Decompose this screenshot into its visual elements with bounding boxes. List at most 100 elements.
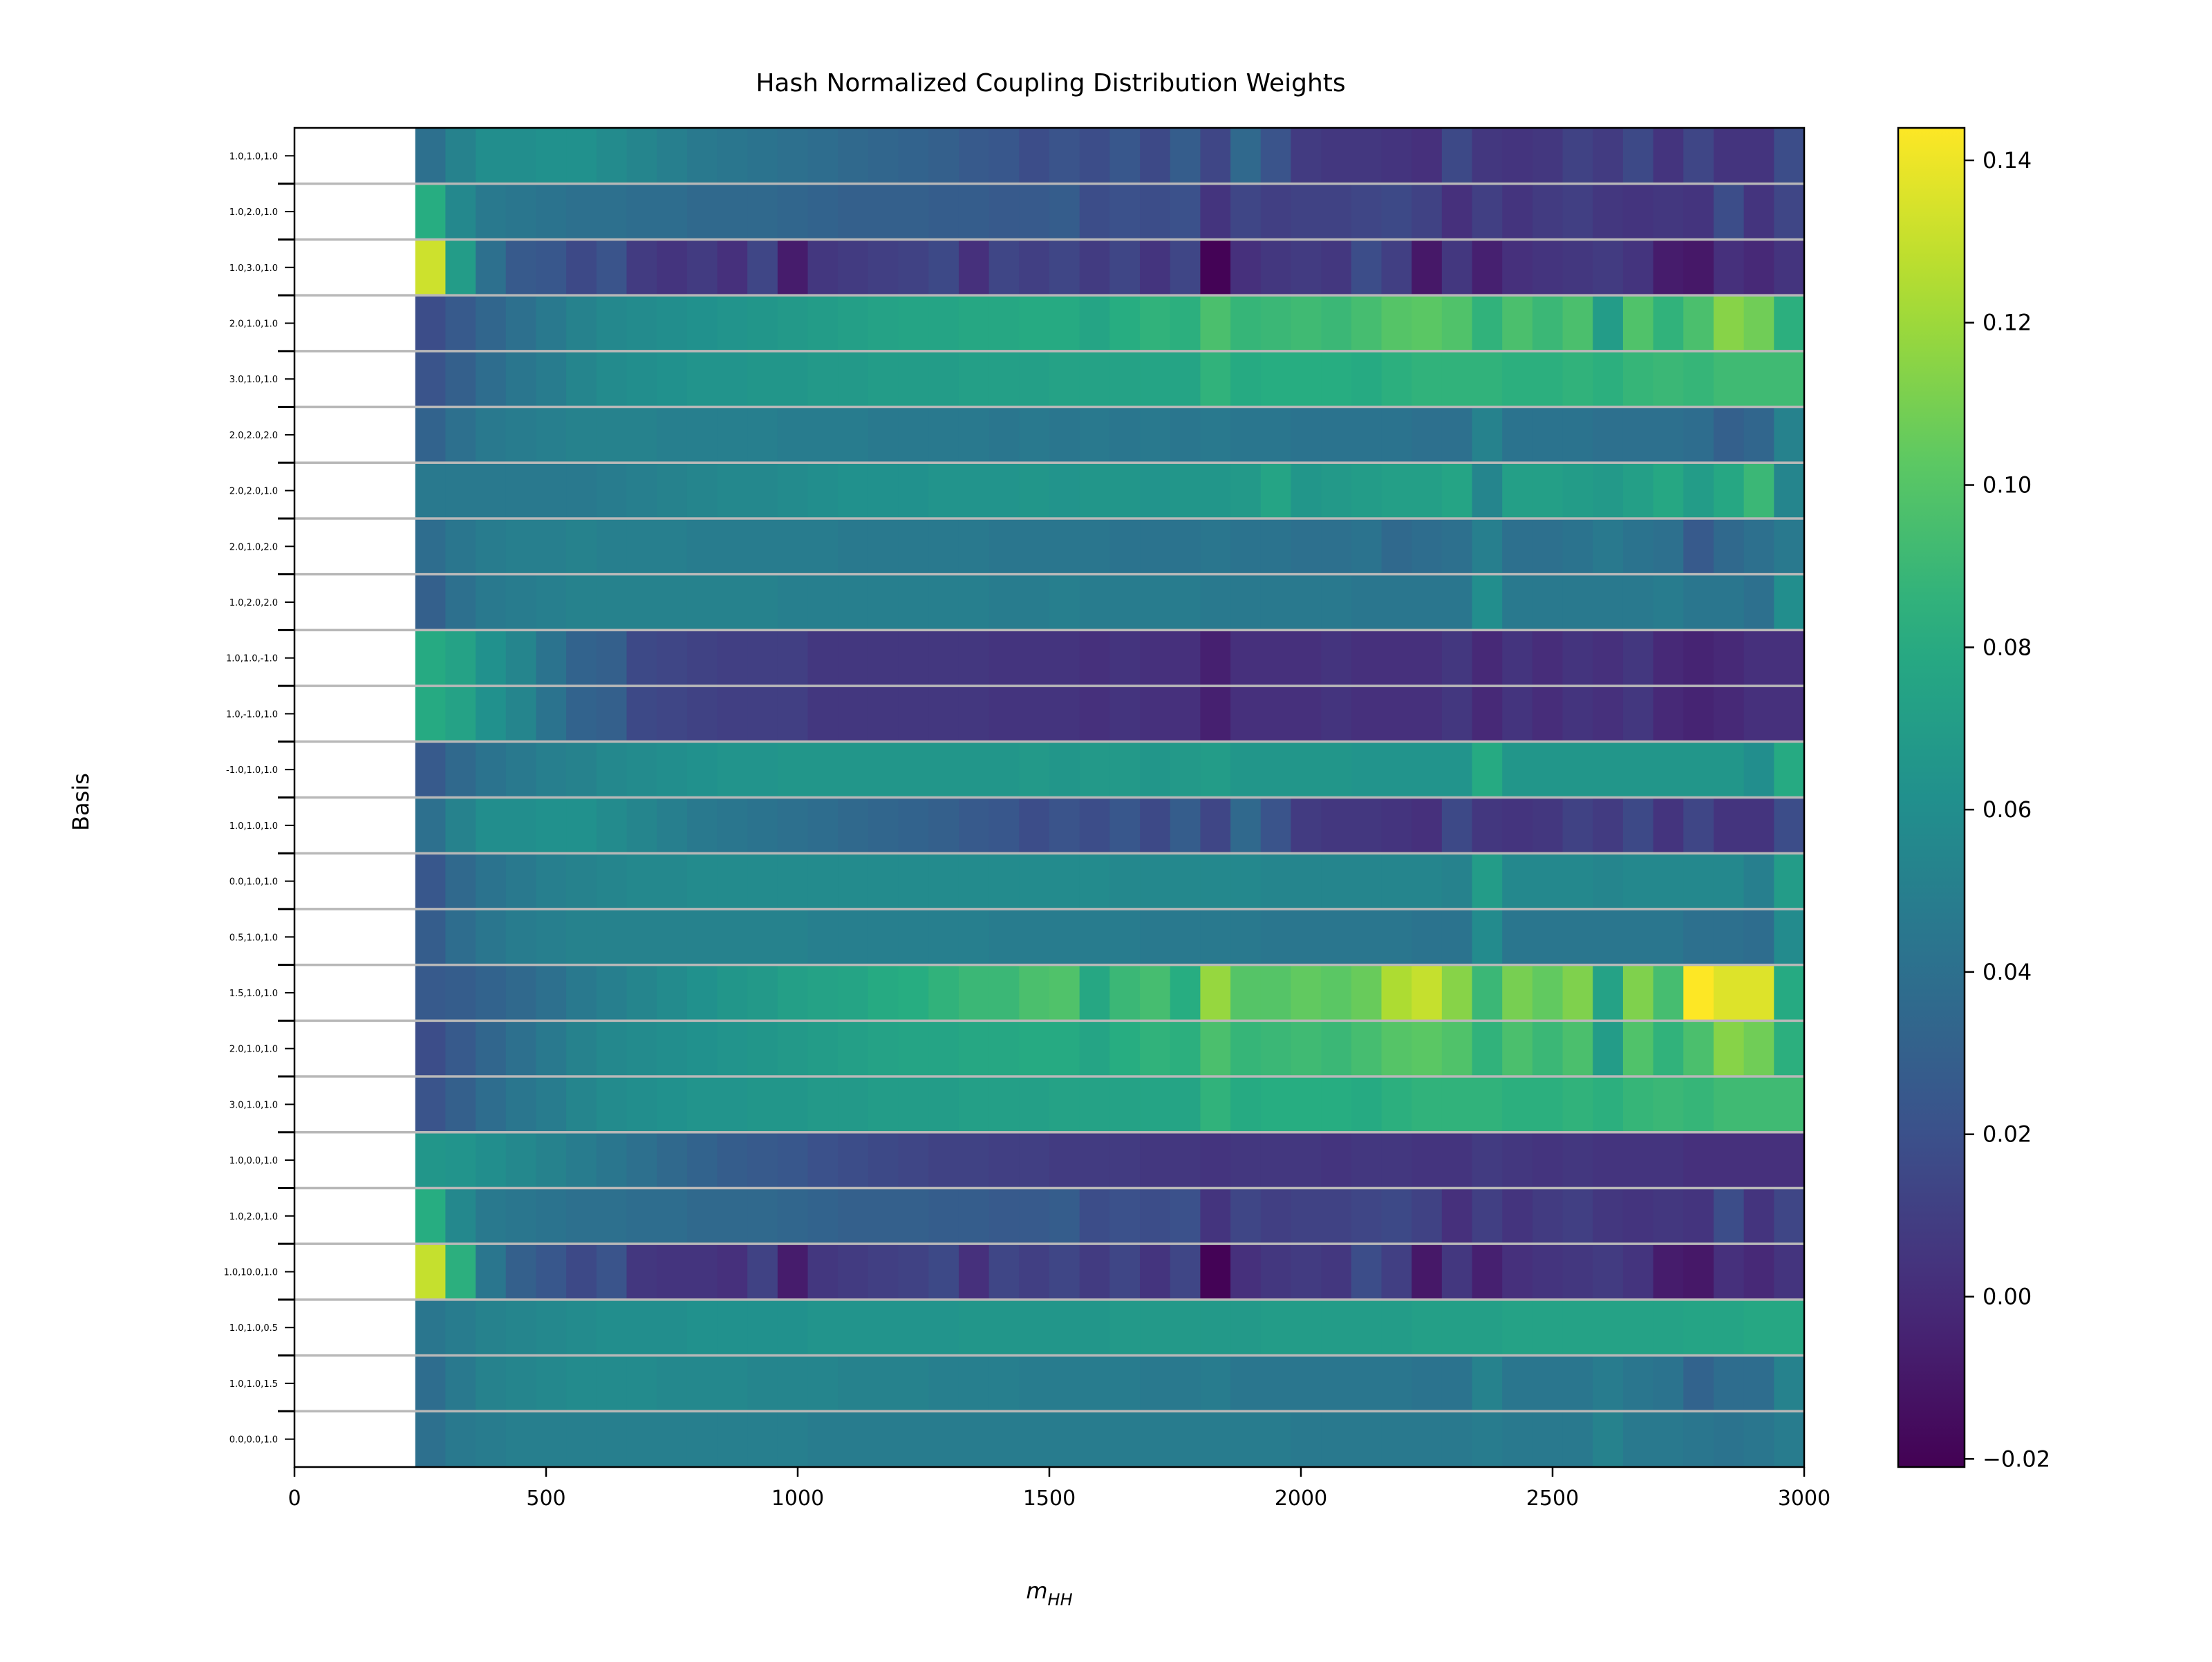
heatmap-cell <box>1079 686 1110 743</box>
heatmap-cell <box>1743 1244 1774 1300</box>
heatmap-cell <box>1412 1355 1443 1412</box>
heatmap-cell <box>717 853 748 910</box>
heatmap-cell <box>476 1244 507 1300</box>
heatmap-cell <box>988 1188 1020 1244</box>
heatmap-cell <box>1472 518 1503 575</box>
heatmap-cell <box>1200 128 1231 185</box>
heatmap-cell <box>415 239 446 296</box>
heatmap-cell <box>898 1188 929 1244</box>
heatmap-cell <box>777 518 809 575</box>
heatmap-cell <box>1381 741 1412 799</box>
heatmap-cell <box>657 183 688 241</box>
heatmap-cell <box>1260 1076 1292 1133</box>
heatmap-cell <box>747 853 778 910</box>
heatmap-cell <box>1109 1244 1141 1300</box>
y-tick-label: 1.0,1.0,1.0 <box>229 151 278 162</box>
heatmap-cell <box>898 407 929 463</box>
heatmap-cell <box>1291 1299 1322 1356</box>
heatmap-cell <box>1532 964 1564 1021</box>
heatmap-cell <box>1743 1411 1774 1468</box>
heatmap-cell <box>1412 128 1443 185</box>
heatmap-cell <box>988 1244 1020 1300</box>
heatmap-cell <box>445 1355 476 1412</box>
heatmap-cell <box>1321 853 1352 910</box>
heatmap-cell <box>868 797 899 854</box>
heatmap-cell <box>536 407 567 463</box>
heatmap-cell <box>1140 574 1171 631</box>
heatmap-cell <box>566 1188 597 1244</box>
heatmap-cell <box>1502 686 1533 743</box>
heatmap-cell <box>807 1188 838 1244</box>
heatmap-cell <box>1562 741 1593 799</box>
heatmap-cell <box>566 518 597 575</box>
heatmap-cell <box>1109 1188 1141 1244</box>
heatmap-cell <box>898 295 929 352</box>
heatmap-cell <box>1562 630 1593 687</box>
heatmap-cell <box>868 407 899 463</box>
heatmap-cell <box>1472 295 1503 352</box>
heatmap-cell <box>657 128 688 185</box>
heatmap-cell <box>1170 1244 1201 1300</box>
heatmap-cell <box>1200 686 1231 743</box>
heatmap-cell <box>566 908 597 966</box>
heatmap-cell <box>988 1020 1020 1077</box>
heatmap-cell <box>898 1132 929 1189</box>
heatmap-cell <box>958 128 990 185</box>
heatmap-cell <box>1774 1355 1805 1412</box>
heatmap-cell <box>1441 630 1473 687</box>
heatmap-cell <box>686 239 718 296</box>
heatmap-cell <box>1291 1076 1322 1133</box>
heatmap-cell <box>717 1244 748 1300</box>
y-tick-label: 1.0,1.0,1.5 <box>229 1379 278 1390</box>
heatmap-cell <box>868 630 899 687</box>
heatmap-cell <box>415 797 446 854</box>
heatmap-cell <box>1109 1299 1141 1356</box>
heatmap-cell <box>1200 463 1231 519</box>
heatmap-cell <box>1079 351 1110 408</box>
heatmap-cell <box>1351 797 1382 854</box>
heatmap-cell <box>566 295 597 352</box>
row-separators <box>294 182 1804 1413</box>
heatmap-cell <box>1170 686 1201 743</box>
heatmap-cell <box>1200 183 1231 241</box>
heatmap-cell <box>1683 407 1714 463</box>
heatmap-cell <box>1593 518 1624 575</box>
heatmap-cell <box>1019 463 1050 519</box>
heatmap-cell <box>717 351 748 408</box>
heatmap-cell <box>566 463 597 519</box>
heatmap-cell <box>838 1188 869 1244</box>
heatmap-cell <box>505 1132 537 1189</box>
heatmap-cell <box>1502 630 1533 687</box>
heatmap-cell <box>1743 183 1774 241</box>
heatmap-cell <box>988 295 1020 352</box>
heatmap-cell <box>1593 741 1624 799</box>
heatmap-cell <box>1049 964 1080 1021</box>
heatmap-cell <box>505 1411 537 1468</box>
heatmap-cell <box>1079 1020 1110 1077</box>
heatmap-cell <box>1653 1411 1684 1468</box>
heatmap-cell <box>415 1355 446 1412</box>
heatmap-cell <box>1079 1188 1110 1244</box>
heatmap-cell <box>1743 1355 1774 1412</box>
heatmap-cell <box>838 1020 869 1077</box>
heatmap-cell <box>1079 741 1110 799</box>
heatmap-cell <box>1653 463 1684 519</box>
heatmap-cell <box>958 351 990 408</box>
heatmap-cell <box>868 295 899 352</box>
heatmap-cell <box>505 964 537 1021</box>
heatmap-cell <box>1109 686 1141 743</box>
heatmap-cell <box>1774 1076 1805 1133</box>
heatmap-cell <box>1230 1244 1262 1300</box>
heatmap-cell <box>1019 351 1050 408</box>
heatmap-cell <box>898 351 929 408</box>
heatmap-cell <box>988 518 1020 575</box>
heatmap-cell <box>898 518 929 575</box>
heatmap-cell <box>445 741 476 799</box>
heatmap-cell <box>505 128 537 185</box>
heatmap-cell <box>505 351 537 408</box>
heatmap-cell <box>1351 1188 1382 1244</box>
heatmap-cell <box>747 574 778 631</box>
heatmap-cell <box>1321 239 1352 296</box>
heatmap-cell <box>596 1076 628 1133</box>
heatmap-cell <box>1260 686 1292 743</box>
